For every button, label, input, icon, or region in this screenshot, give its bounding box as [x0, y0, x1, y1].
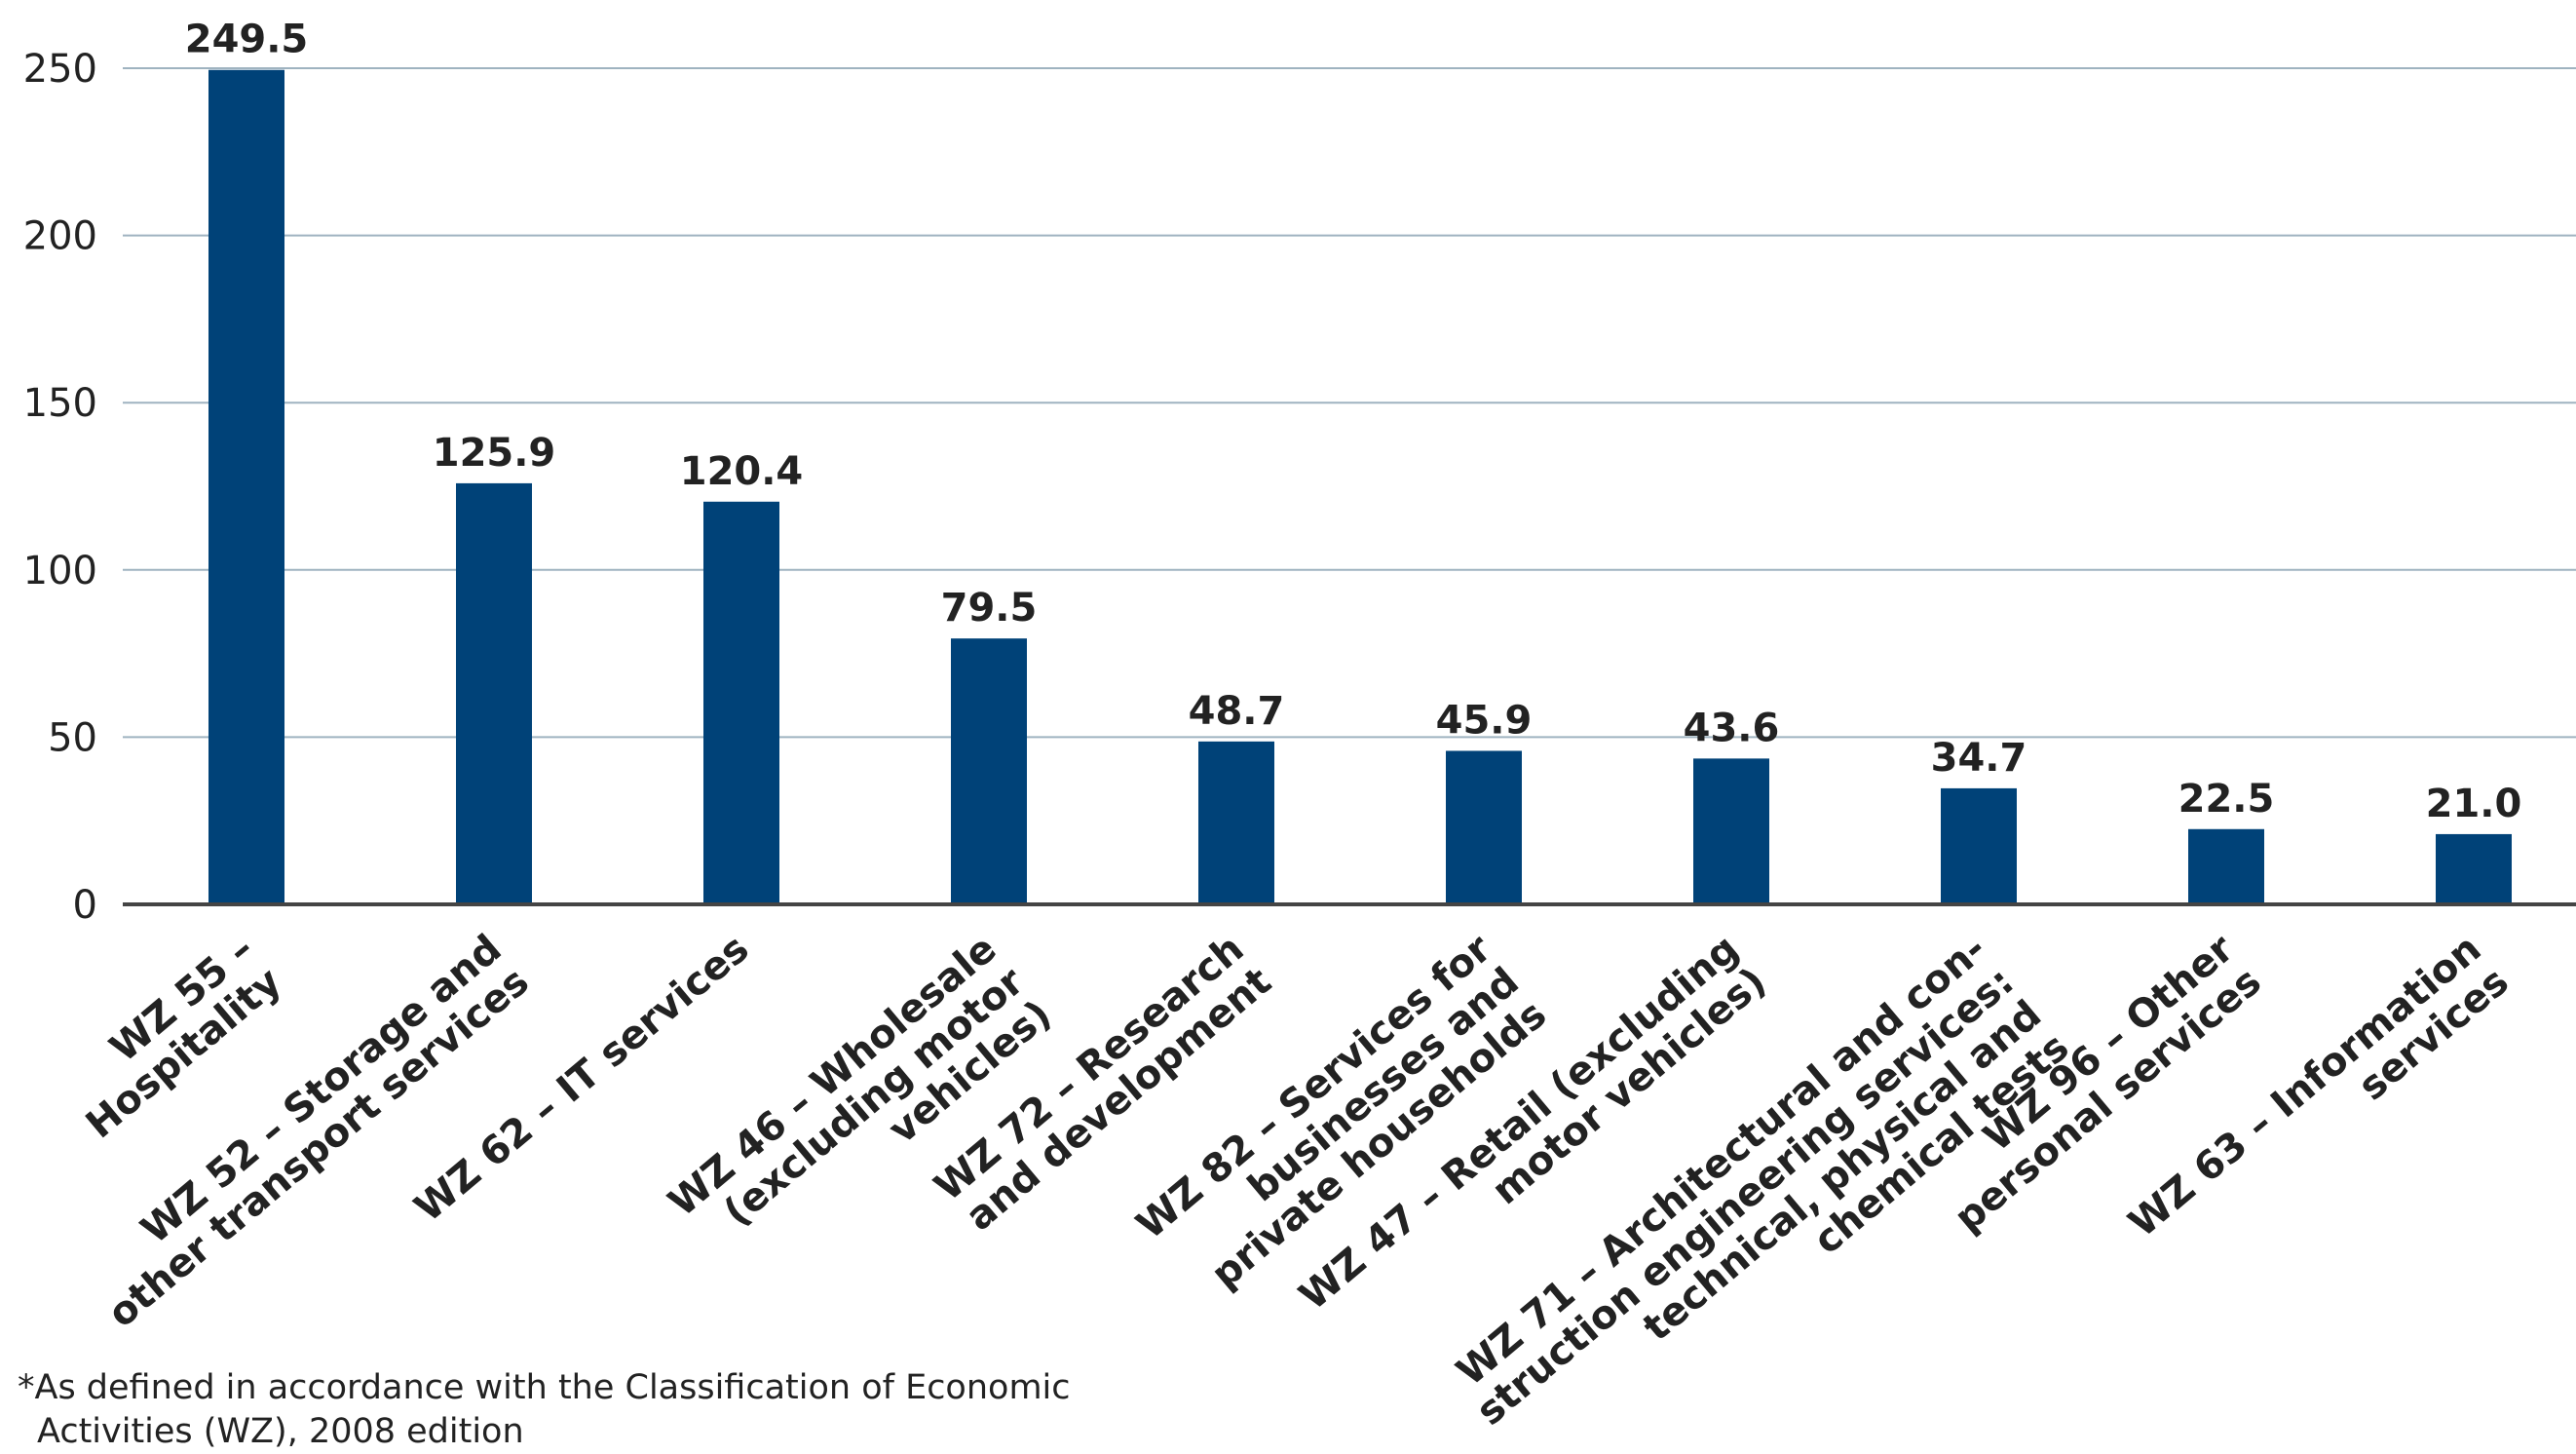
value-label: 45.9: [1436, 698, 1533, 743]
value-label: 249.5: [185, 18, 309, 62]
bar: [951, 638, 1027, 904]
y-tick-label: 0: [73, 883, 97, 928]
value-label: 79.5: [941, 586, 1038, 631]
value-label: 48.7: [1189, 689, 1285, 734]
bars: [208, 69, 2512, 904]
bar: [1941, 787, 2017, 904]
footnote: *As defined in accordance with the Class…: [18, 1366, 1089, 1454]
bar: [2436, 833, 2512, 904]
bar: [1198, 741, 1274, 904]
footnote-line-2: Activities (WZ), 2008 edition: [37, 1412, 524, 1451]
value-label: 43.6: [1684, 706, 1780, 750]
y-tick-label: 250: [23, 47, 97, 92]
bar: [703, 501, 779, 904]
value-label: 120.4: [680, 449, 804, 494]
value-labels: 249.5 125.9 120.4 79.5 48.7 45.9 43.6 34.7 22.5 2…: [185, 18, 2522, 826]
y-tick-label: 100: [23, 549, 97, 593]
category-label-text: WZ 55 –Hospitality: [51, 926, 290, 1147]
bar: [456, 482, 532, 904]
y-axis-ticks: 0 50 100 150 200 250: [23, 47, 97, 928]
value-label: 125.9: [433, 431, 556, 476]
footnote-line-1: *As defined in accordance with the Class…: [18, 1368, 1071, 1407]
bar: [1693, 758, 1769, 904]
value-label: 34.7: [1931, 736, 2027, 781]
category-label-text: WZ 52 – Storage andother transport servi…: [72, 926, 538, 1336]
bar: [1446, 750, 1522, 904]
category-label: WZ 52 – Storage andother transport servi…: [72, 926, 538, 1336]
category-label-line: struction engineering services:: [1468, 959, 2023, 1435]
y-tick-label: 150: [23, 381, 97, 426]
y-tick-label: 200: [23, 214, 97, 259]
category-label: WZ 55 –Hospitality: [51, 926, 290, 1147]
bar: [208, 69, 284, 904]
y-tick-label: 50: [48, 715, 97, 760]
bar: [2188, 828, 2264, 904]
value-label: 21.0: [2426, 782, 2522, 826]
value-label: 22.5: [2178, 777, 2275, 822]
